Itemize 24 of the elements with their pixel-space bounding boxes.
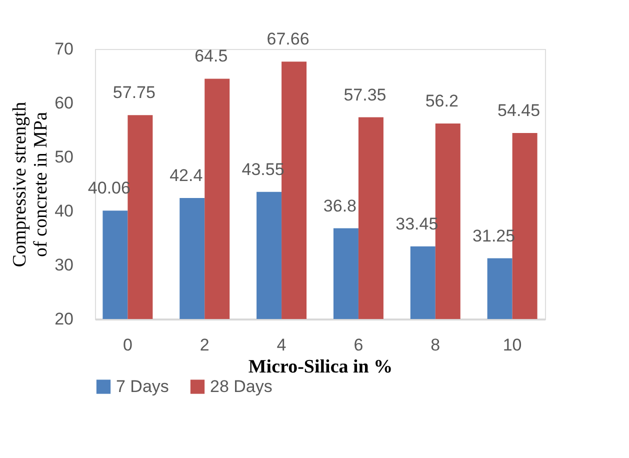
x-tick-label: 10 [502, 336, 522, 354]
y-tick-label: 50 [54, 148, 74, 166]
data-label: 36.8 [323, 196, 357, 216]
x-tick-label: 2 [200, 336, 210, 354]
legend-label: 28 Days [210, 376, 272, 396]
x-tick-label: 6 [354, 336, 364, 354]
x-tick-label: 4 [276, 336, 286, 354]
data-label: 67.66 [266, 30, 310, 49]
x-tick-label: 8 [430, 336, 440, 354]
y-tick-label: 30 [54, 256, 74, 274]
data-label: 64.5 [194, 46, 228, 66]
x-tick-label: 0 [122, 336, 132, 354]
legend-label: 7 Days [116, 376, 169, 396]
y-tick-label: 40 [54, 202, 74, 220]
y-axis-title: Compressive strength of concrete in MPa [10, 101, 52, 268]
data-label: 56.2 [425, 92, 458, 111]
data-label: 54.45 [498, 100, 540, 120]
data-label: 42.4 [170, 166, 203, 186]
x-axis-title: Micro-Silica in % [248, 356, 393, 378]
data-label: 57.35 [344, 85, 386, 104]
data-label: 57.75 [112, 83, 156, 102]
y-tick-label: 70 [54, 40, 74, 58]
y-tick-label: 20 [54, 310, 74, 328]
y-tick-label: 60 [54, 94, 74, 112]
